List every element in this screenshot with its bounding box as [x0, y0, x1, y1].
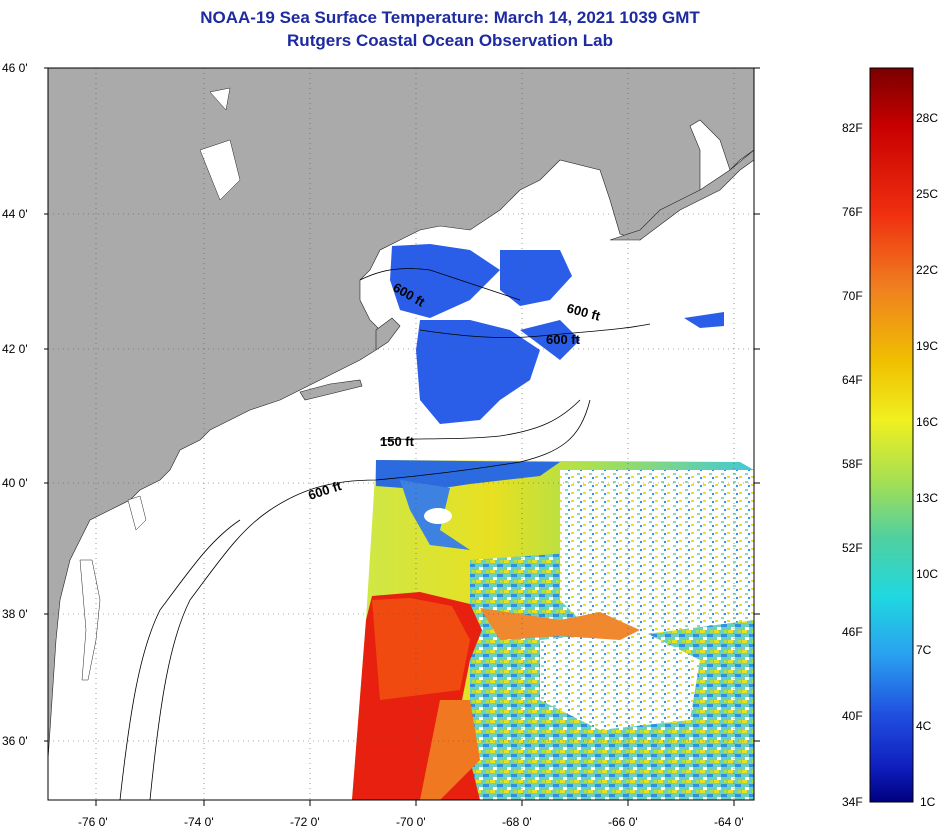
colorbar-f-label: 70F	[842, 289, 863, 303]
bathymetry-contours	[119, 268, 651, 800]
lat-tick-label: 38 0'	[2, 607, 28, 621]
map-subtitle: Rutgers Coastal Ocean Observation Lab	[287, 31, 613, 50]
colorbar-c-label: 13C	[916, 491, 938, 505]
colorbar-f-label: 34F	[842, 795, 863, 809]
colorbar-f-label: 64F	[842, 373, 863, 387]
colorbar-f-labels: 82F 76F 70F 64F 58F 52F 46F 40F 34F	[842, 121, 863, 809]
tick-marks	[44, 67, 760, 806]
map-title: NOAA-19 Sea Surface Temperature: March 1…	[200, 8, 700, 27]
lon-tick-label: -66 0'	[608, 815, 638, 829]
contour-label: 600 ft	[546, 332, 581, 347]
lon-tick-label: -76 0'	[78, 815, 108, 829]
colorbar-f-label: 82F	[842, 121, 863, 135]
lat-tick-label: 36 0'	[2, 734, 28, 748]
colorbar-c-label: 7C	[916, 643, 932, 657]
lat-labels: 46 0' 44 0' 42 0' 40 0' 38 0' 36 0'	[2, 61, 28, 748]
colorbar-c-label: 4C	[916, 719, 932, 733]
colorbar-c-labels: 28C 25C 22C 19C 16C 13C 10C 7C 4C 1C	[916, 111, 938, 809]
colorbar-c-label: 22C	[916, 263, 938, 277]
colorbar-c-label: 19C	[916, 339, 938, 353]
bays	[79, 87, 241, 681]
lon-tick-label: -72 0'	[290, 815, 320, 829]
land	[48, 68, 754, 761]
lon-tick-label: -70 0'	[396, 815, 426, 829]
lat-tick-label: 46 0'	[2, 61, 28, 75]
graticule	[48, 68, 754, 800]
gulf-of-maine-sst	[390, 244, 724, 424]
colorbar-c-label: 16C	[916, 415, 938, 429]
lon-tick-label: -68 0'	[502, 815, 532, 829]
colorbar-f-label: 76F	[842, 205, 863, 219]
contour-label: 150 ft	[380, 434, 415, 449]
colorbar-c-label: 25C	[916, 187, 938, 201]
colorbar	[869, 67, 914, 803]
lon-tick-label: -64 0'	[714, 815, 744, 829]
colorbar-c-label: 1C	[920, 795, 936, 809]
colorbar-c-label: 28C	[916, 111, 938, 125]
map-frame	[47, 67, 755, 801]
lat-tick-label: 42 0'	[2, 342, 28, 356]
lon-tick-label: -74 0'	[184, 815, 214, 829]
lon-labels: -76 0' -74 0' -72 0' -70 0' -68 0' -66 0…	[78, 815, 744, 829]
lat-tick-label: 44 0'	[2, 207, 28, 221]
colorbar-f-label: 46F	[842, 625, 863, 639]
colorbar-f-label: 58F	[842, 457, 863, 471]
colorbar-f-label: 52F	[842, 541, 863, 555]
colorbar-f-label: 40F	[842, 709, 863, 723]
colorbar-c-label: 10C	[916, 567, 938, 581]
sst-swath	[352, 460, 754, 800]
lat-tick-label: 40 0'	[2, 476, 28, 490]
